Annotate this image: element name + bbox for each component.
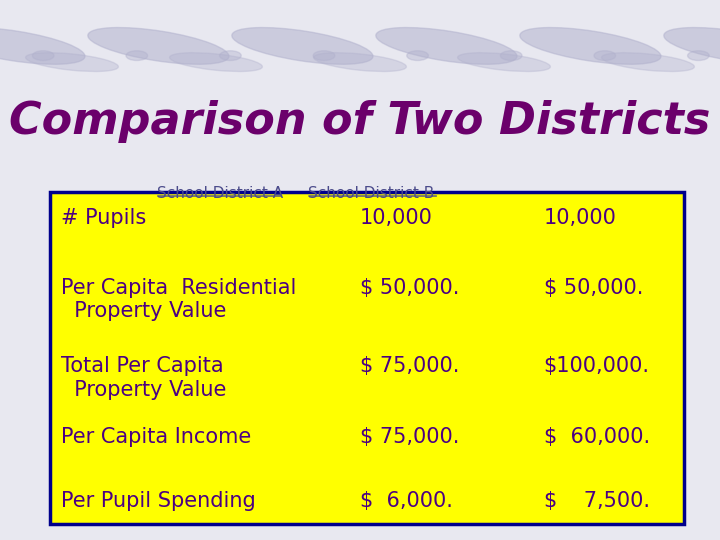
FancyBboxPatch shape xyxy=(50,192,684,524)
Ellipse shape xyxy=(314,53,406,71)
Ellipse shape xyxy=(688,51,709,60)
Ellipse shape xyxy=(220,51,241,60)
Text: $  6,000.: $ 6,000. xyxy=(360,491,453,511)
Text: School District A: School District A xyxy=(156,186,283,201)
Ellipse shape xyxy=(602,53,694,71)
Text: Comparison of Two Districts: Comparison of Two Districts xyxy=(9,100,711,143)
Ellipse shape xyxy=(664,28,720,64)
Text: Per Capita  Residential
  Property Value: Per Capita Residential Property Value xyxy=(61,278,297,321)
Ellipse shape xyxy=(520,28,661,64)
Text: # Pupils: # Pupils xyxy=(61,208,146,228)
Ellipse shape xyxy=(32,51,54,60)
Ellipse shape xyxy=(313,51,335,60)
Ellipse shape xyxy=(594,51,616,60)
Text: 10,000: 10,000 xyxy=(360,208,433,228)
Ellipse shape xyxy=(407,51,428,60)
Text: $ 75,000.: $ 75,000. xyxy=(360,427,459,447)
Text: $ 75,000.: $ 75,000. xyxy=(360,356,459,376)
Ellipse shape xyxy=(170,53,262,71)
Text: 10,000: 10,000 xyxy=(544,208,616,228)
Ellipse shape xyxy=(0,28,85,64)
Ellipse shape xyxy=(26,53,118,71)
Text: $ 50,000.: $ 50,000. xyxy=(360,278,459,298)
Ellipse shape xyxy=(126,51,148,60)
Ellipse shape xyxy=(232,28,373,64)
Ellipse shape xyxy=(500,51,522,60)
Text: Per Pupil Spending: Per Pupil Spending xyxy=(61,491,256,511)
Text: Total Per Capita
  Property Value: Total Per Capita Property Value xyxy=(61,356,227,400)
Text: School District B: School District B xyxy=(307,186,434,201)
Text: $100,000.: $100,000. xyxy=(544,356,649,376)
Text: $  60,000.: $ 60,000. xyxy=(544,427,649,447)
Text: Per Capita Income: Per Capita Income xyxy=(61,427,251,447)
Text: $    7,500.: $ 7,500. xyxy=(544,491,649,511)
Ellipse shape xyxy=(458,53,550,71)
Ellipse shape xyxy=(88,28,229,64)
Ellipse shape xyxy=(376,28,517,64)
Text: $ 50,000.: $ 50,000. xyxy=(544,278,643,298)
